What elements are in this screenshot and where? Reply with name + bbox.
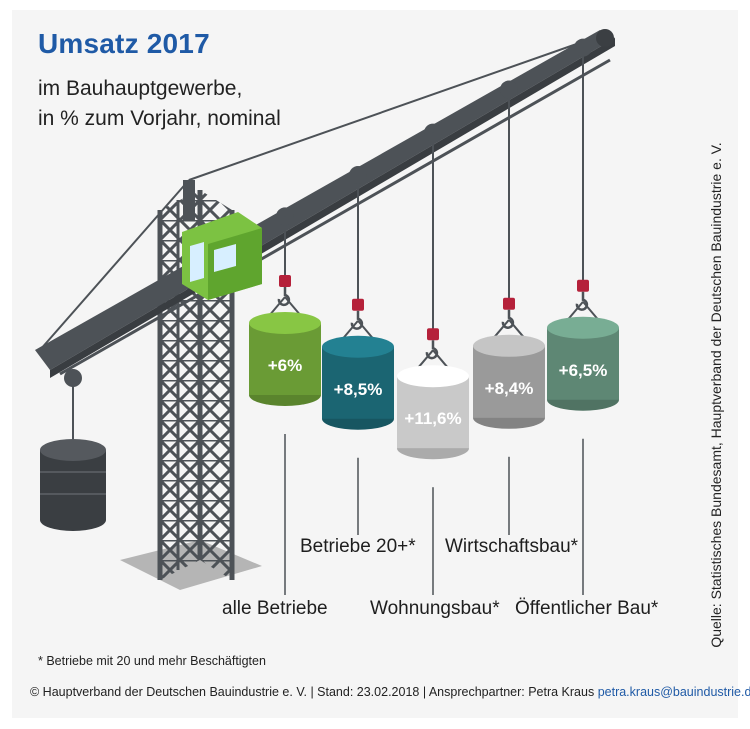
footnote: * Betriebe mit 20 und mehr Beschäftigten bbox=[38, 654, 266, 668]
hook-block bbox=[427, 328, 439, 341]
data-label: +8,4% bbox=[485, 379, 534, 398]
category-label: Betriebe 20+* bbox=[300, 536, 416, 557]
category-label: Wirtschaftsbau* bbox=[445, 536, 579, 557]
category-label: Wohnungsbau* bbox=[370, 598, 500, 619]
hook-icon bbox=[350, 310, 364, 330]
data-label: +6,5% bbox=[559, 361, 608, 380]
data-bar-top bbox=[249, 312, 321, 334]
category-label: Öffentlicher Bau* bbox=[515, 598, 659, 619]
hook-icon bbox=[277, 287, 291, 307]
contact-email-link[interactable]: petra.kraus@bauindustrie.de bbox=[597, 685, 750, 699]
chart-title: Umsatz 2017 bbox=[38, 28, 210, 59]
hook-block bbox=[279, 275, 291, 287]
data-bar-top bbox=[322, 335, 394, 358]
hook-block bbox=[503, 297, 515, 310]
data-bar-top bbox=[397, 365, 469, 388]
hook-icon bbox=[575, 291, 589, 311]
source-note: Quelle: Statistisches Bundesamt, Hauptve… bbox=[708, 142, 724, 648]
hook-icon bbox=[425, 340, 439, 360]
footer: © Hauptverband der Deutschen Bauindustri… bbox=[30, 685, 750, 699]
crane-cabin bbox=[182, 212, 262, 300]
subtitle-line: in % zum Vorjahr, nominal bbox=[38, 107, 281, 130]
data-bar bbox=[249, 323, 321, 395]
footer-text: © Hauptverband der Deutschen Bauindustri… bbox=[30, 685, 598, 699]
data-label: +11,6% bbox=[404, 409, 461, 428]
crane-jib bbox=[35, 29, 615, 378]
data-bar bbox=[547, 327, 619, 400]
subtitle-line: im Bauhauptgewerbe, bbox=[38, 77, 243, 100]
data-bar-top bbox=[473, 334, 545, 357]
data-bar bbox=[397, 376, 469, 449]
data-label: +6% bbox=[268, 356, 303, 375]
chart-subtitle: im Bauhauptgewerbe, in % zum Vorjahr, no… bbox=[38, 74, 281, 134]
data-bar-top bbox=[547, 316, 619, 339]
category-label: alle Betriebe bbox=[222, 598, 328, 619]
hook-block bbox=[577, 279, 589, 292]
data-bar bbox=[322, 346, 394, 419]
data-label: +8,5% bbox=[334, 380, 383, 399]
crane-mast bbox=[39, 33, 606, 351]
data-bar bbox=[473, 345, 545, 418]
hook-block bbox=[352, 298, 364, 311]
chart-plot-area: +6% +8,5% +11,6% +8,4% +6,5% bbox=[249, 38, 619, 595]
counterweight bbox=[40, 369, 106, 531]
hook-icon bbox=[501, 309, 515, 329]
